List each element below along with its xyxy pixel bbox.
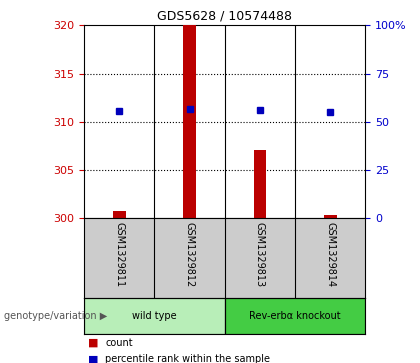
Bar	[84, 298, 225, 334]
Text: wild type: wild type	[132, 311, 177, 321]
Text: GSM1329811: GSM1329811	[114, 222, 124, 287]
Text: ■: ■	[88, 338, 99, 348]
Text: genotype/variation ▶: genotype/variation ▶	[4, 311, 108, 321]
Bar	[324, 215, 336, 218]
Bar	[113, 211, 126, 218]
Text: GSM1329812: GSM1329812	[184, 222, 194, 287]
Text: GSM1329814: GSM1329814	[325, 222, 335, 287]
Text: GSM1329813: GSM1329813	[255, 222, 265, 287]
Text: ■: ■	[88, 354, 99, 363]
Text: percentile rank within the sample: percentile rank within the sample	[105, 354, 270, 363]
Title: GDS5628 / 10574488: GDS5628 / 10574488	[157, 10, 292, 23]
Bar	[254, 150, 266, 218]
Bar	[225, 298, 365, 334]
Text: count: count	[105, 338, 133, 348]
Text: Rev-erbα knockout: Rev-erbα knockout	[249, 311, 341, 321]
Bar	[183, 25, 196, 218]
